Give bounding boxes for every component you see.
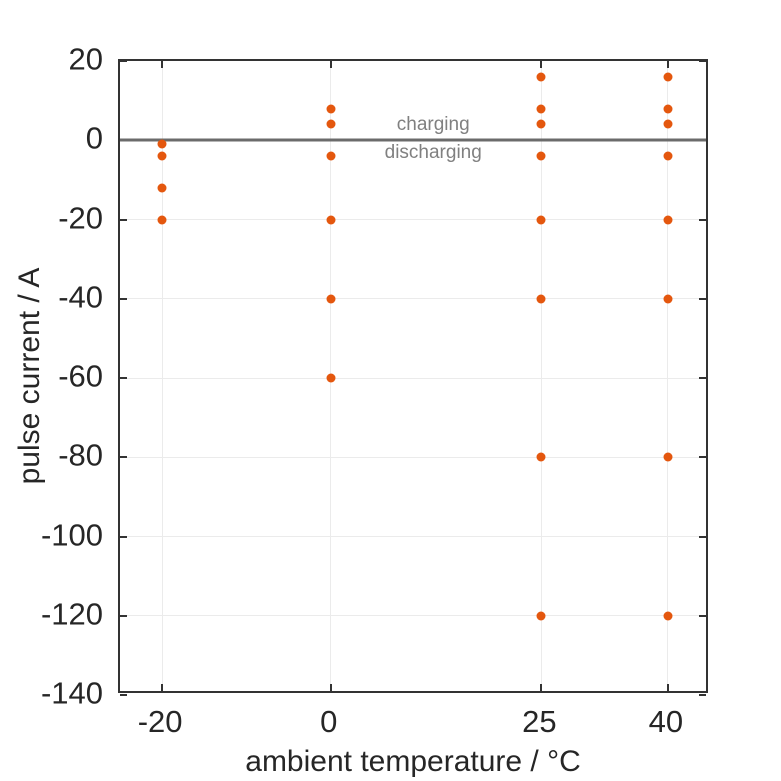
y-tick-label: -20: [58, 200, 103, 235]
data-point: [326, 373, 336, 383]
data-point: [663, 104, 673, 114]
y-tick-mark: [699, 694, 706, 696]
data-point: [536, 119, 546, 129]
gridline-vertical: [161, 61, 163, 691]
data-point: [326, 215, 336, 224]
y-tick-mark: [120, 614, 127, 617]
data-point: [157, 139, 167, 149]
data-point: [663, 294, 673, 304]
charging-annotation: charging: [396, 114, 470, 136]
gridline-horizontal: [120, 377, 706, 379]
y-tick-label: -60: [58, 358, 103, 394]
y-tick-mark: [120, 218, 127, 221]
gridline-vertical: [540, 61, 542, 691]
data-point: [663, 611, 673, 621]
y-tick-mark: [699, 535, 706, 538]
y-tick-mark: [699, 377, 706, 379]
x-tick-mark: [666, 684, 669, 691]
data-point: [663, 215, 673, 224]
x-tick-mark: [329, 61, 332, 68]
data-point: [536, 215, 546, 224]
gridline-horizontal: [120, 219, 706, 220]
gridline-vertical: [667, 61, 669, 691]
x-tick-label: 25: [522, 704, 557, 739]
data-point: [663, 72, 673, 82]
data-point: [326, 119, 336, 129]
y-tick-mark: [699, 297, 706, 300]
data-point: [536, 611, 546, 621]
y-tick-mark: [120, 60, 127, 62]
x-tick-mark: [161, 61, 164, 68]
data-point: [663, 119, 673, 129]
discharging-annotation: discharging: [384, 142, 482, 164]
y-tick-label: -80: [58, 437, 103, 473]
y-tick-mark: [120, 456, 127, 459]
data-point: [326, 294, 336, 304]
y-tick-label: -40: [58, 279, 103, 315]
y-tick-label: 0: [85, 120, 103, 156]
data-point: [536, 452, 546, 462]
x-tick-mark: [666, 61, 669, 68]
y-tick-label: -140: [40, 675, 103, 711]
y-tick-mark: [120, 377, 127, 379]
data-point: [536, 151, 546, 161]
data-point: [157, 151, 167, 161]
y-tick-label: 20: [68, 41, 103, 77]
data-point: [326, 104, 336, 114]
data-point: [157, 183, 167, 193]
data-point: [157, 215, 167, 224]
plot-area: [118, 59, 708, 696]
y-tick-mark: [120, 535, 127, 538]
data-point: [536, 104, 546, 114]
y-tick-mark: [120, 297, 127, 300]
data-point: [536, 294, 546, 304]
gridline-horizontal: [120, 298, 706, 300]
zero-current-line: [120, 138, 706, 142]
y-tick-mark: [699, 60, 706, 62]
x-axis-label: ambient temperature / °C: [245, 745, 581, 778]
x-tick-label: 40: [648, 704, 684, 739]
data-point: [326, 151, 336, 161]
y-tick-mark: [699, 456, 706, 459]
x-tick-mark: [540, 61, 543, 68]
y-tick-mark: [699, 614, 706, 617]
data-point: [536, 72, 546, 82]
x-tick-mark: [540, 684, 543, 691]
gridline-horizontal: [120, 456, 706, 458]
data-point: [663, 452, 673, 462]
x-tick-label: -20: [137, 704, 183, 739]
gridline-horizontal: [120, 536, 706, 537]
data-point: [663, 151, 673, 161]
y-tick-label: -100: [40, 517, 103, 552]
y-tick-mark: [699, 218, 706, 221]
y-tick-mark: [120, 694, 127, 696]
x-tick-mark: [329, 684, 332, 691]
x-tick-label: 0: [320, 704, 338, 739]
gridline-horizontal: [120, 615, 706, 617]
x-tick-mark: [161, 684, 164, 691]
y-tick-label: -120: [40, 596, 103, 632]
